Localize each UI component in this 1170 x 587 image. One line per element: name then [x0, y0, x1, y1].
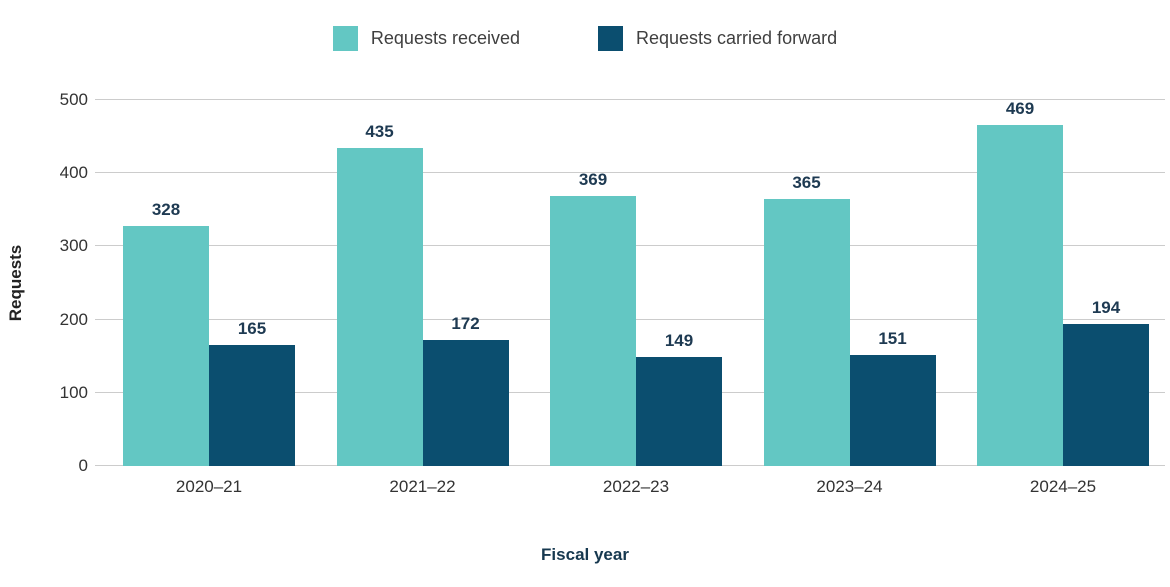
- legend-swatch: [332, 26, 358, 51]
- bar-value-label: 194: [1091, 298, 1121, 317]
- bar-value-label: 151: [878, 329, 907, 349]
- bar: [977, 125, 1063, 466]
- bar: [636, 356, 722, 466]
- x-category-label: 2024–25: [1029, 477, 1097, 496]
- bar-value-label: 369: [578, 169, 608, 189]
- bar: [422, 340, 509, 466]
- plot-area: 328 165 2020–21 435 172 2021–22 369 149 2022–23 3…: [95, 99, 1165, 496]
- bar-group: 328 165 2020–21: [123, 100, 295, 496]
- gridline: [95, 172, 1165, 174]
- legend-item: Requests carried forward: [598, 26, 837, 51]
- y-tick-label: 500: [59, 90, 88, 109]
- bar-value-label: 365: [792, 172, 821, 192]
- bar-group: 435 172 2021–22: [336, 100, 509, 496]
- bar-column: 194: [1063, 100, 1149, 466]
- bar-value-label: 328: [151, 199, 181, 219]
- bar-column: 435: [336, 100, 423, 466]
- x-category-label: 2021–22: [389, 477, 456, 496]
- bar-value-label: 165: [237, 319, 267, 339]
- bar: [763, 198, 850, 466]
- y-tick-labels: 0 100 200 300 400 500: [38, 91, 88, 475]
- bar-column: 172: [422, 100, 509, 466]
- bar-column: 165: [209, 100, 295, 466]
- legend-label: Requests carried forward: [636, 28, 838, 48]
- bar-groups: 328 165 2020–21 435 172 2021–22 369 149 2022–23 3…: [95, 100, 1165, 496]
- legend-label: Requests received: [370, 28, 520, 48]
- bar-value-label: 149: [664, 330, 694, 350]
- bar-column: 369: [550, 100, 636, 466]
- bar: [336, 147, 423, 466]
- legend-item: Requests received: [332, 26, 520, 51]
- bar: [849, 355, 936, 466]
- bar: [1063, 324, 1149, 466]
- bar-group: 365 151 2023–24: [763, 100, 936, 496]
- x-category-label: 2023–24: [816, 477, 883, 496]
- bar-group: 469 194 2024–25: [977, 100, 1149, 496]
- bar: [123, 225, 209, 466]
- y-axis-title: Requests: [6, 244, 25, 322]
- bar-column: 149: [636, 100, 722, 466]
- y-tick-label: 0: [78, 456, 88, 475]
- bar-group: 369 149 2022–23: [550, 100, 722, 496]
- bar-value-label: 172: [451, 314, 480, 334]
- gridline: [95, 99, 1165, 100]
- bar-column: 151: [849, 100, 936, 466]
- bar-value-label: 435: [365, 121, 394, 141]
- x-category-label: 2020–21: [175, 477, 243, 496]
- y-tick-label: 300: [59, 236, 88, 256]
- bar-column: 365: [763, 100, 850, 466]
- y-tick-label: 200: [59, 309, 88, 329]
- x-axis-title: Fiscal year: [541, 545, 629, 564]
- bar-value-label: 469: [1005, 99, 1035, 118]
- legend: Requests received Requests carried forwar…: [0, 26, 1170, 51]
- bar: [209, 345, 295, 466]
- y-tick-label: 400: [59, 163, 88, 183]
- bar: [550, 195, 636, 466]
- bar-column: 328: [123, 100, 209, 466]
- bar-column: 469: [977, 100, 1063, 466]
- y-tick-label: 100: [59, 382, 88, 402]
- x-category-label: 2022–23: [602, 477, 670, 496]
- legend-swatch: [598, 26, 623, 51]
